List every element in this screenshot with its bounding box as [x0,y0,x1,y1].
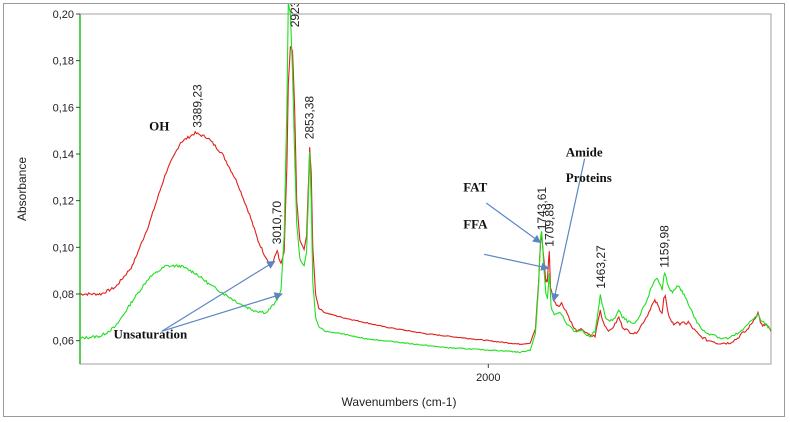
series-line-red [79,46,772,346]
series-group [79,4,772,354]
annotation-arrow [551,158,586,302]
peak-label: 1159,98 [657,225,671,268]
chart-frame: 0,06 0,08 0,10 0,12 0,14 0,16 0,18 0,20 2000 33… [3,3,785,417]
y-tick-group: 0,06 0,08 0,10 0,12 0,14 0,16 0,18 0,20 [53,9,80,348]
annotation-label: Proteins [566,170,612,185]
peak-label: 3010,70 [270,201,284,245]
annotation-arrow [161,292,283,332]
peak-label: 2853,38 [303,96,317,140]
peak-label: 1709,89 [542,203,556,247]
peak-label: 2923 [288,4,302,27]
y-tick-label: 0,14 [53,149,74,161]
y-tick-label: 0,12 [53,196,74,208]
annotation-label: FFA [463,217,488,232]
x-axis-title: Wavenumbers (cm-1) [342,395,457,409]
plot-area [79,13,772,365]
annotation-label: OH [149,119,169,134]
x-tick-label: 2000 [476,372,500,384]
annotation-label: Amide [566,144,603,159]
peak-label: 3389,23 [191,84,205,128]
y-tick-label: 0,10 [53,242,74,254]
peak-label: 1463,27 [594,245,608,289]
y-tick-label: 0,06 [53,336,74,348]
series-line-green [79,4,772,354]
annotation-arrow [485,202,542,244]
y-tick-label: 0,20 [53,9,74,21]
annotation-group: OH Amide Proteins FAT FFA Unsaturation [114,119,612,342]
y-tick-label: 0,08 [53,289,74,301]
peak-label: 1743,61 [535,187,549,231]
annotation-label: FAT [463,179,487,194]
annotation-arrow [161,260,276,332]
arrow-group [161,158,586,332]
y-tick-label: 0,18 [53,56,74,68]
y-tick-label: 0,16 [53,102,74,114]
annotation-arrow [484,253,550,271]
spectrum-chart: 0,06 0,08 0,10 0,12 0,14 0,16 0,18 0,20 2000 33… [15,4,772,409]
annotation-label: Unsaturation [114,326,188,341]
y-axis-title: Absorbance [15,157,29,221]
x-tick-group: 2000 [476,364,501,384]
